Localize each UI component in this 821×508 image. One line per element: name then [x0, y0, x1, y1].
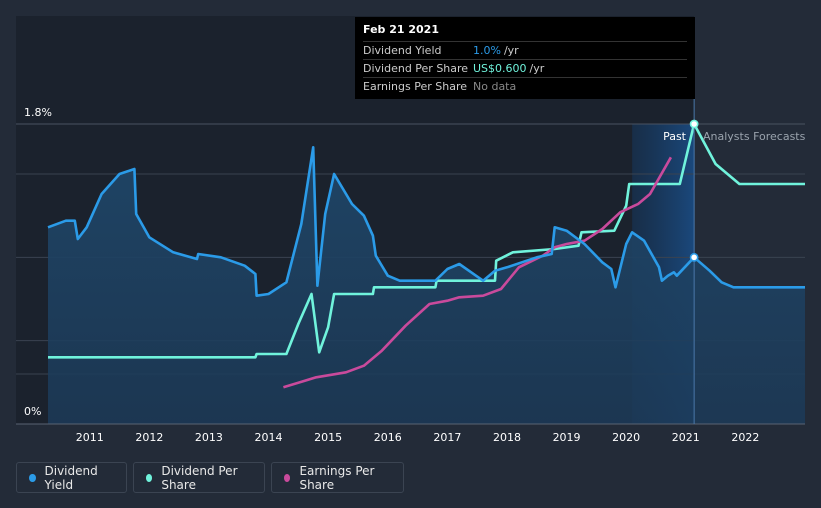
legend-label: Dividend Yield — [44, 463, 98, 492]
x-tick-label: 2020 — [612, 431, 640, 444]
tooltip-label: Dividend Yield — [363, 44, 442, 57]
x-tick-label: 2016 — [374, 431, 402, 444]
y-tick-bottom: 0% — [24, 405, 41, 418]
legend-label: Earnings Per Share — [299, 463, 375, 492]
legend-dot-icon — [146, 473, 153, 482]
dividend-per-share-marker — [689, 119, 699, 129]
forecast-label: Analysts Forecasts — [703, 130, 806, 143]
x-tick-label: 2022 — [731, 431, 759, 444]
tooltip-unit: /yr — [529, 62, 545, 75]
x-tick-label: 2015 — [314, 431, 342, 444]
x-tick-label: 2018 — [493, 431, 521, 444]
legend-dot-icon — [29, 473, 36, 482]
tooltip-row-yield: Dividend Yield 1.0% /yr — [363, 41, 687, 59]
dividend-per-share-line — [48, 122, 805, 359]
x-tick-label: 2021 — [672, 431, 700, 444]
x-axis-ticks: 2011 2012 2013 2014 2015 2016 2017 2018 2019 2020… — [76, 431, 760, 444]
dividend-yield-marker — [689, 252, 699, 262]
past-label: Past — [663, 130, 687, 143]
legend-earnings-per-share[interactable]: Earnings Per Share — [271, 462, 404, 493]
tooltip-date: Feb 21 2021 — [363, 23, 439, 36]
legend-label: Dividend Per Share — [161, 463, 238, 492]
earnings-per-share-line — [283, 156, 673, 389]
tooltip-value: US$0.600 — [473, 62, 527, 75]
tooltip-unit: /yr — [503, 44, 519, 57]
x-tick-label: 2012 — [135, 431, 163, 444]
tooltip-row-eps: Earnings Per Share No data — [363, 77, 687, 95]
dividend-yield-area — [48, 147, 805, 425]
x-tick-label: 2019 — [553, 431, 581, 444]
x-tick-label: 2013 — [195, 431, 223, 444]
legend-dividend-per-share[interactable]: Dividend Per Share — [133, 462, 265, 493]
dividend-yield-line — [47, 146, 805, 297]
tooltip-label: Dividend Per Share — [363, 62, 469, 75]
x-tick-label: 2017 — [433, 431, 461, 444]
tooltip-row-dps: Dividend Per Share US$0.600 /yr — [363, 59, 687, 77]
x-tick-label: 2011 — [76, 431, 104, 444]
x-tick-label: 2014 — [255, 431, 283, 444]
tooltip: Feb 21 2021 Dividend Yield 1.0% /yr Divi… — [355, 17, 695, 99]
legend-dividend-yield[interactable]: Dividend Yield — [16, 462, 127, 493]
legend-dot-icon — [284, 473, 291, 482]
tooltip-label: Earnings Per Share — [363, 80, 468, 93]
tooltip-value: No data — [473, 80, 517, 93]
tooltip-value: 1.0% — [473, 44, 501, 57]
y-tick-top: 1.8% — [24, 106, 52, 119]
